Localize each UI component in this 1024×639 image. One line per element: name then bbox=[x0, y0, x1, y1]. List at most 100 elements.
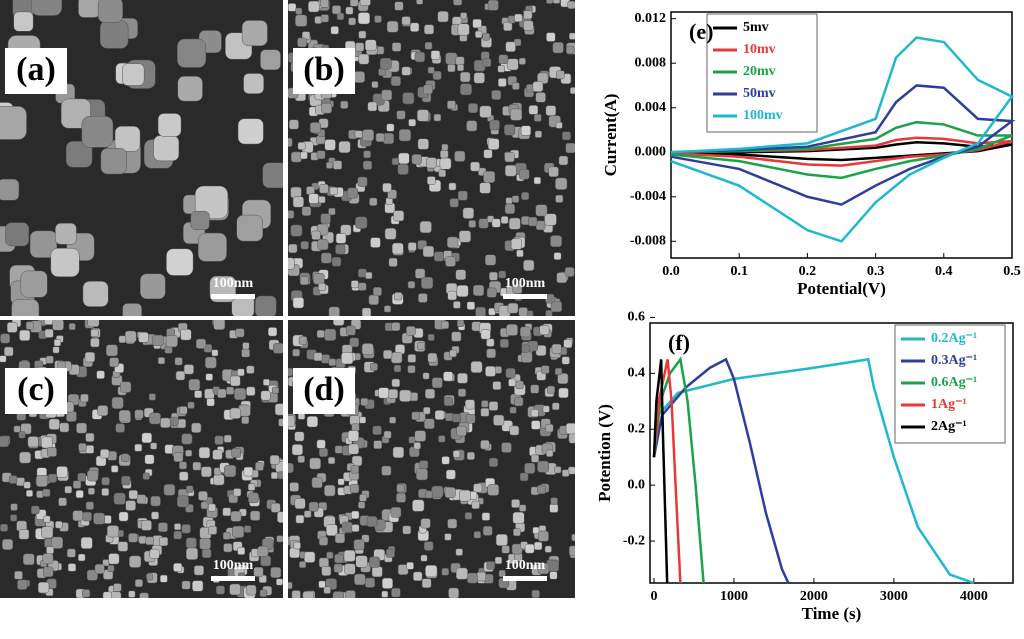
particle bbox=[270, 502, 281, 513]
x-tick-label: 2000 bbox=[800, 589, 828, 604]
particle bbox=[217, 388, 227, 399]
particle bbox=[498, 569, 506, 578]
particle bbox=[321, 102, 332, 114]
particle bbox=[290, 186, 302, 199]
particle bbox=[125, 500, 136, 511]
particle bbox=[245, 584, 257, 596]
particle bbox=[304, 510, 312, 518]
particle bbox=[497, 78, 507, 87]
legend-label: 5mv bbox=[743, 20, 769, 35]
particle bbox=[288, 415, 296, 428]
particle bbox=[523, 10, 533, 20]
particle bbox=[419, 221, 432, 234]
label-box bbox=[293, 368, 355, 414]
particle bbox=[326, 161, 333, 169]
particle bbox=[236, 214, 263, 242]
particle bbox=[250, 510, 261, 521]
particle bbox=[361, 307, 372, 316]
particle bbox=[300, 276, 309, 286]
particle bbox=[568, 32, 575, 40]
particle bbox=[150, 495, 161, 507]
particle bbox=[109, 357, 119, 368]
particle bbox=[44, 320, 54, 325]
particle bbox=[25, 321, 34, 330]
particle bbox=[87, 470, 99, 482]
particle bbox=[200, 501, 209, 510]
particle bbox=[386, 548, 395, 558]
particle bbox=[557, 373, 569, 384]
particle bbox=[223, 434, 232, 443]
particle bbox=[230, 510, 242, 522]
particle bbox=[507, 302, 519, 314]
particle bbox=[464, 512, 473, 520]
particle bbox=[59, 422, 70, 433]
particle bbox=[151, 511, 160, 520]
particle bbox=[328, 358, 337, 367]
particle bbox=[293, 541, 301, 550]
particle bbox=[491, 90, 502, 100]
particle bbox=[447, 236, 459, 248]
particle bbox=[423, 406, 431, 415]
particle bbox=[268, 327, 278, 337]
particle bbox=[237, 546, 246, 555]
particle bbox=[138, 332, 149, 343]
particle bbox=[407, 354, 417, 363]
particle bbox=[480, 329, 491, 340]
particle bbox=[195, 338, 206, 349]
particle bbox=[276, 535, 283, 543]
particle bbox=[386, 123, 395, 132]
particle bbox=[511, 499, 520, 508]
particle bbox=[232, 525, 245, 538]
particle bbox=[399, 389, 412, 402]
particle bbox=[359, 0, 371, 6]
particle bbox=[443, 397, 453, 406]
particle bbox=[416, 109, 430, 122]
particle bbox=[289, 547, 300, 559]
particle bbox=[508, 217, 521, 230]
particle bbox=[486, 348, 496, 359]
particle bbox=[384, 228, 397, 240]
particle bbox=[408, 118, 416, 127]
particle bbox=[186, 485, 194, 493]
particle bbox=[197, 232, 227, 262]
particle bbox=[567, 0, 575, 9]
particle bbox=[84, 351, 96, 363]
particle bbox=[328, 306, 340, 316]
particle bbox=[295, 514, 305, 524]
particle bbox=[345, 6, 354, 15]
particle bbox=[163, 484, 176, 496]
particle bbox=[501, 545, 510, 554]
particle bbox=[350, 465, 359, 474]
particle bbox=[308, 0, 320, 13]
particle bbox=[341, 521, 353, 533]
particle bbox=[72, 480, 82, 489]
particle bbox=[483, 170, 496, 183]
particle bbox=[394, 1, 404, 11]
particle bbox=[185, 449, 193, 457]
particle bbox=[563, 339, 573, 349]
particle bbox=[488, 401, 499, 411]
particle bbox=[255, 295, 277, 316]
particle bbox=[349, 337, 359, 348]
particle bbox=[72, 510, 84, 522]
particle bbox=[13, 11, 34, 32]
scale-bar-label: 100nm bbox=[213, 558, 254, 573]
particle bbox=[288, 581, 293, 589]
particle bbox=[508, 378, 517, 387]
particle bbox=[541, 365, 550, 374]
particle bbox=[497, 65, 505, 73]
particle bbox=[45, 355, 54, 364]
particle bbox=[381, 89, 393, 101]
particle bbox=[506, 324, 518, 336]
particle bbox=[413, 571, 423, 582]
particle bbox=[292, 196, 304, 208]
particle bbox=[422, 372, 430, 380]
series-line bbox=[652, 359, 669, 584]
particle bbox=[438, 169, 446, 178]
particle bbox=[67, 563, 77, 572]
particle bbox=[318, 557, 329, 568]
particle bbox=[437, 11, 449, 23]
particle bbox=[386, 20, 399, 33]
particle bbox=[468, 220, 476, 228]
particle bbox=[546, 32, 556, 42]
